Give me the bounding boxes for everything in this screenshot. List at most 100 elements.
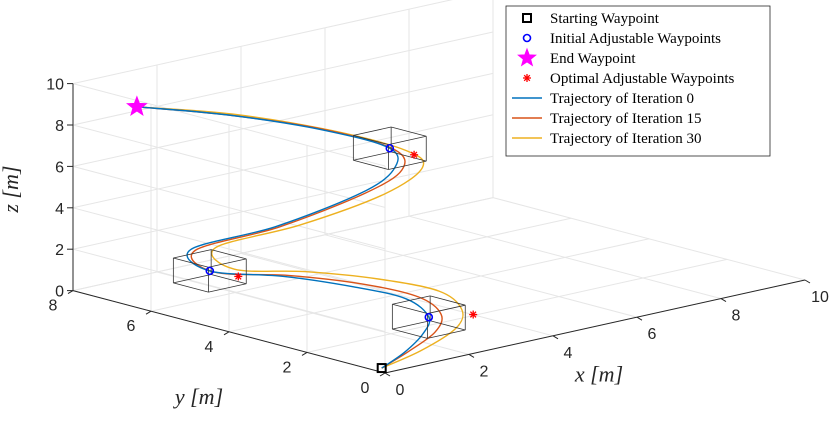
x-tick-mark (552, 335, 559, 340)
legend-label: Trajectory of Iteration 0 (550, 91, 694, 107)
waypoint-box-edge (353, 151, 392, 161)
asterisk-stroke (469, 311, 477, 318)
back-wall-grid-z (72, 114, 494, 209)
initial-waypoint-marker (385, 143, 395, 153)
initial-waypoint-marker (424, 312, 434, 322)
back-wall-grid-z (72, 72, 494, 167)
z-tick-label: 8 (55, 118, 64, 135)
x-tick-label: 4 (564, 345, 573, 362)
waypoint-box-edge (211, 249, 247, 260)
y-tick-mark (301, 351, 308, 356)
asterisk-stroke (410, 151, 418, 159)
waypoint-box-edge (391, 126, 427, 137)
x-tick-mark (636, 316, 643, 321)
end-waypoint-marker (126, 95, 148, 117)
waypoint-box-edge (173, 257, 209, 268)
waypoint-box-edge (392, 303, 428, 314)
y-tick-mark (223, 331, 230, 336)
trajectory-line-0 (136, 106, 431, 369)
optimal-waypoint-marker (410, 150, 419, 159)
waypoint-box-edge (173, 282, 209, 293)
x-axis-line (384, 279, 806, 374)
y-tick-label: 4 (205, 339, 214, 356)
y-axis-label: y [m] (173, 384, 223, 409)
y-tick-label: 2 (283, 359, 292, 376)
asterisk-stroke (523, 74, 531, 82)
y-tick-label: 6 (127, 318, 136, 335)
back-wall-grid-z (72, 0, 453, 85)
z-axis-label: z [m] (0, 166, 23, 214)
left-wall-grid-z (72, 248, 386, 333)
z-tick-label: 2 (55, 242, 64, 259)
legend-label: Trajectory of Iteration 30 (550, 131, 702, 147)
y-tick-mark (379, 372, 386, 377)
waypoint-box-edge (427, 304, 466, 314)
y-tick-label: 8 (49, 298, 58, 315)
back-wall-grid-z (72, 155, 494, 250)
back-wall-grid-z (72, 197, 494, 292)
waypoint-box-edge (388, 160, 427, 170)
z-tick-label: 4 (55, 201, 64, 218)
x-tick-mark (468, 353, 475, 358)
waypoint-box-edge (353, 126, 392, 136)
waypoint-box-edge (388, 135, 427, 146)
z-tick-label: 0 (55, 284, 64, 301)
waypoint-box-edge (392, 328, 428, 339)
x-tick-mark (384, 372, 391, 377)
z-tick-label: 6 (55, 159, 64, 176)
optimal-waypoint-marker (234, 272, 243, 281)
waypoint-box-edge (173, 249, 212, 259)
floor-grid-y (228, 238, 650, 333)
markers-layer (126, 95, 478, 374)
legend-label: Starting Waypoint (550, 11, 660, 27)
left-wall-grid-z (72, 124, 386, 208)
waypoint-box-edge (353, 135, 389, 146)
legend-swatch-star (517, 47, 537, 67)
waypoint-box-edge (391, 151, 427, 162)
legend-label: Optimal Adjustable Waypoints (550, 71, 734, 87)
floor-grid-y (306, 258, 728, 353)
series-layer (136, 106, 464, 369)
waypoint-box-edge (427, 329, 466, 339)
waypoint-box-edge (430, 320, 466, 331)
x-tick-label: 10 (811, 289, 829, 306)
initial-waypoint-marker (205, 266, 215, 276)
starting-waypoint-marker (376, 363, 387, 374)
waypoint-box-edge (353, 159, 389, 170)
waypoint-box-edge (392, 320, 431, 330)
y-tick-mark (145, 310, 152, 315)
left-wall-grid-z (72, 165, 386, 250)
x-tick-mark (720, 298, 727, 303)
legend-swatch-square (522, 13, 532, 23)
optimal-waypoint-marker (469, 310, 478, 319)
left-wall-grid-z (72, 83, 386, 167)
trajectory-line-1 (136, 106, 443, 369)
waypoint-box-edge (208, 283, 247, 293)
back-wall-grid-z (72, 31, 494, 126)
x-tick-label: 0 (396, 382, 405, 399)
waypoint-box-edge (392, 295, 431, 305)
legend-label: Trajectory of Iteration 15 (550, 111, 702, 127)
legend-box (505, 5, 771, 157)
waypoint-box-edge (173, 274, 212, 284)
waypoint-box-edge (211, 274, 247, 285)
y-tick-label: 0 (361, 380, 370, 397)
legend-label: Initial Adjustable Waypoints (550, 31, 721, 47)
legend-label: End Waypoint (550, 51, 636, 67)
waypoint-box-edge (430, 295, 466, 306)
x-axis-label: x [m] (574, 362, 623, 387)
waypoint-box-edge (208, 258, 247, 268)
x-tick-mark (804, 279, 811, 284)
z-tick-label: 10 (46, 77, 64, 94)
x-tick-label: 6 (648, 326, 657, 343)
floor-grid-y (150, 217, 572, 312)
asterisk-stroke (235, 273, 242, 280)
legend: Starting Waypoint Initial Adjustable Wayp… (505, 5, 771, 157)
x-tick-label: 8 (732, 308, 741, 325)
legend-swatch-circle (522, 33, 532, 43)
left-wall-grid-z (72, 207, 386, 291)
legend-swatch-asterisk (523, 74, 531, 82)
x-tick-label: 2 (480, 363, 489, 380)
